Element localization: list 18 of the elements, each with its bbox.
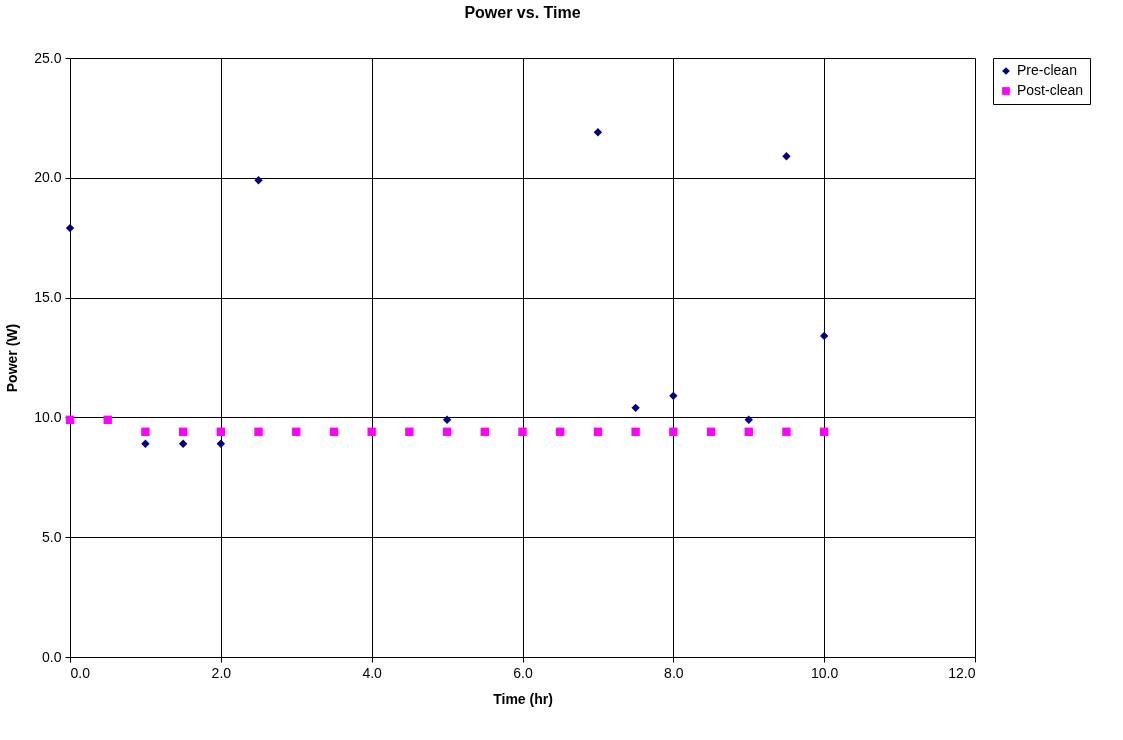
y-tick-label: 5.0	[42, 528, 62, 545]
y-tick-label: 25.0	[34, 49, 62, 66]
chart-title: Power vs. Time	[464, 4, 581, 21]
x-axis-title: Time (hr)	[493, 690, 553, 707]
legend-label: Pre-clean	[1017, 62, 1077, 78]
x-tick-label: 4.0	[362, 664, 383, 681]
x-tick-label: 10.0	[811, 664, 839, 681]
x-tick-label: 12.0	[948, 664, 976, 681]
y-axis-title: Power (W)	[4, 323, 21, 393]
x-tick-label: 0.0	[70, 664, 91, 681]
x-tick-label: 2.0	[211, 664, 232, 681]
y-tick-label: 0.0	[42, 648, 62, 665]
y-tick-label: 20.0	[34, 169, 62, 186]
x-tick-label: 8.0	[664, 664, 684, 681]
x-tick-label: 6.0	[513, 664, 533, 681]
y-tick-label: 15.0	[34, 289, 62, 306]
y-tick-label: 10.0	[34, 408, 62, 425]
legend-label: Post-clean	[1017, 82, 1084, 98]
